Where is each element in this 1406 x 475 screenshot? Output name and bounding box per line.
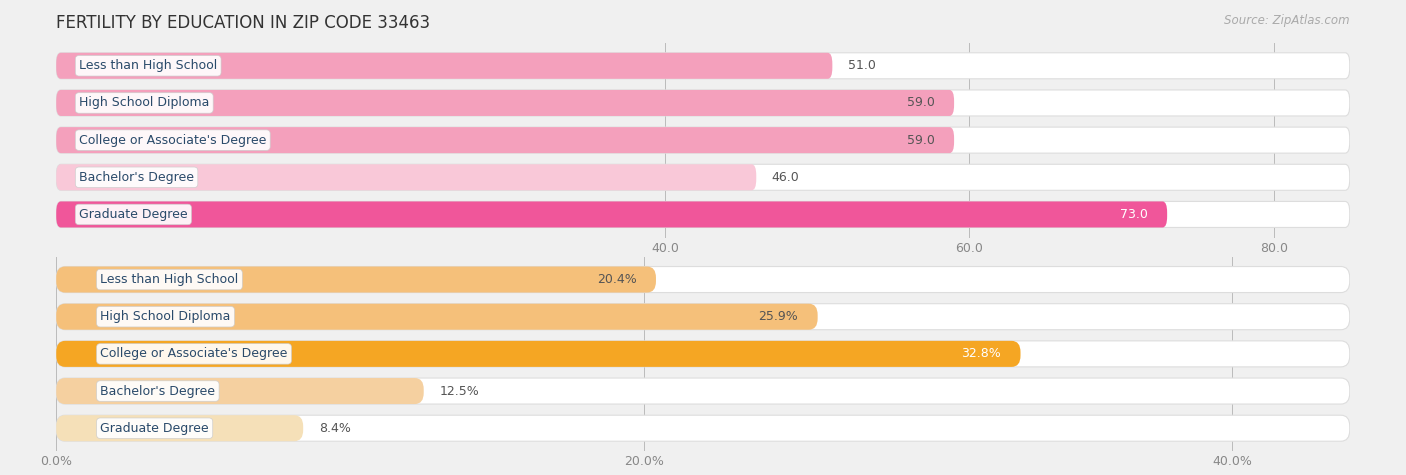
FancyBboxPatch shape [56,53,1350,79]
FancyBboxPatch shape [56,415,1350,441]
Text: 46.0: 46.0 [772,171,800,184]
FancyBboxPatch shape [56,341,1021,367]
FancyBboxPatch shape [56,266,657,293]
FancyBboxPatch shape [56,127,1350,153]
FancyBboxPatch shape [56,266,1350,293]
FancyBboxPatch shape [56,164,1350,190]
Text: 25.9%: 25.9% [758,310,799,323]
Text: High School Diploma: High School Diploma [79,96,209,109]
Text: Less than High School: Less than High School [100,273,239,286]
Text: 20.4%: 20.4% [596,273,637,286]
FancyBboxPatch shape [56,415,304,441]
Text: 51.0: 51.0 [848,59,876,72]
FancyBboxPatch shape [56,201,1167,228]
FancyBboxPatch shape [56,90,955,116]
Text: College or Associate's Degree: College or Associate's Degree [100,347,288,361]
FancyBboxPatch shape [56,378,423,404]
FancyBboxPatch shape [56,164,756,190]
FancyBboxPatch shape [56,127,955,153]
Text: 8.4%: 8.4% [319,422,350,435]
Text: 73.0: 73.0 [1119,208,1147,221]
FancyBboxPatch shape [56,90,1350,116]
Text: Graduate Degree: Graduate Degree [79,208,187,221]
Text: 12.5%: 12.5% [439,385,479,398]
Text: Bachelor's Degree: Bachelor's Degree [100,385,215,398]
FancyBboxPatch shape [56,201,1350,228]
Text: 32.8%: 32.8% [962,347,1001,361]
Text: College or Associate's Degree: College or Associate's Degree [79,133,267,147]
Text: Less than High School: Less than High School [79,59,218,72]
Text: Bachelor's Degree: Bachelor's Degree [79,171,194,184]
Text: Graduate Degree: Graduate Degree [100,422,209,435]
Text: Source: ZipAtlas.com: Source: ZipAtlas.com [1225,14,1350,27]
Text: 59.0: 59.0 [907,133,935,147]
FancyBboxPatch shape [56,341,1350,367]
Text: High School Diploma: High School Diploma [100,310,231,323]
FancyBboxPatch shape [56,53,832,79]
FancyBboxPatch shape [56,304,1350,330]
FancyBboxPatch shape [56,304,818,330]
FancyBboxPatch shape [56,378,1350,404]
Text: FERTILITY BY EDUCATION IN ZIP CODE 33463: FERTILITY BY EDUCATION IN ZIP CODE 33463 [56,14,430,32]
Text: 59.0: 59.0 [907,96,935,109]
